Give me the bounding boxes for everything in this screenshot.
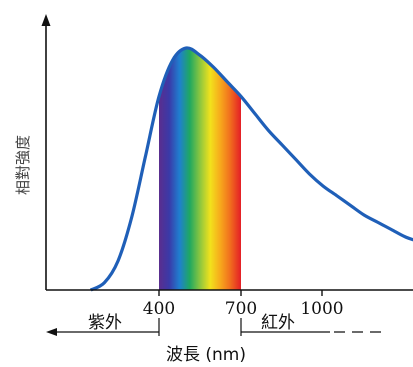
uv-arrow-icon bbox=[46, 328, 57, 336]
x-axis-label: 波長 (nm) bbox=[166, 345, 246, 365]
y-axis-arrow-icon bbox=[41, 14, 51, 26]
x-tick-label-700: 700 bbox=[225, 299, 257, 319]
uv-label: 紫外 bbox=[88, 313, 122, 333]
x-tick-label-1000: 1000 bbox=[300, 299, 343, 319]
visible-spectrum-band bbox=[159, 47, 241, 290]
y-axis-label: 相對強度 bbox=[14, 135, 32, 195]
x-tick-label-400: 400 bbox=[143, 299, 175, 319]
intensity-curve bbox=[89, 46, 413, 292]
ir-label: 紅外 bbox=[261, 313, 295, 333]
